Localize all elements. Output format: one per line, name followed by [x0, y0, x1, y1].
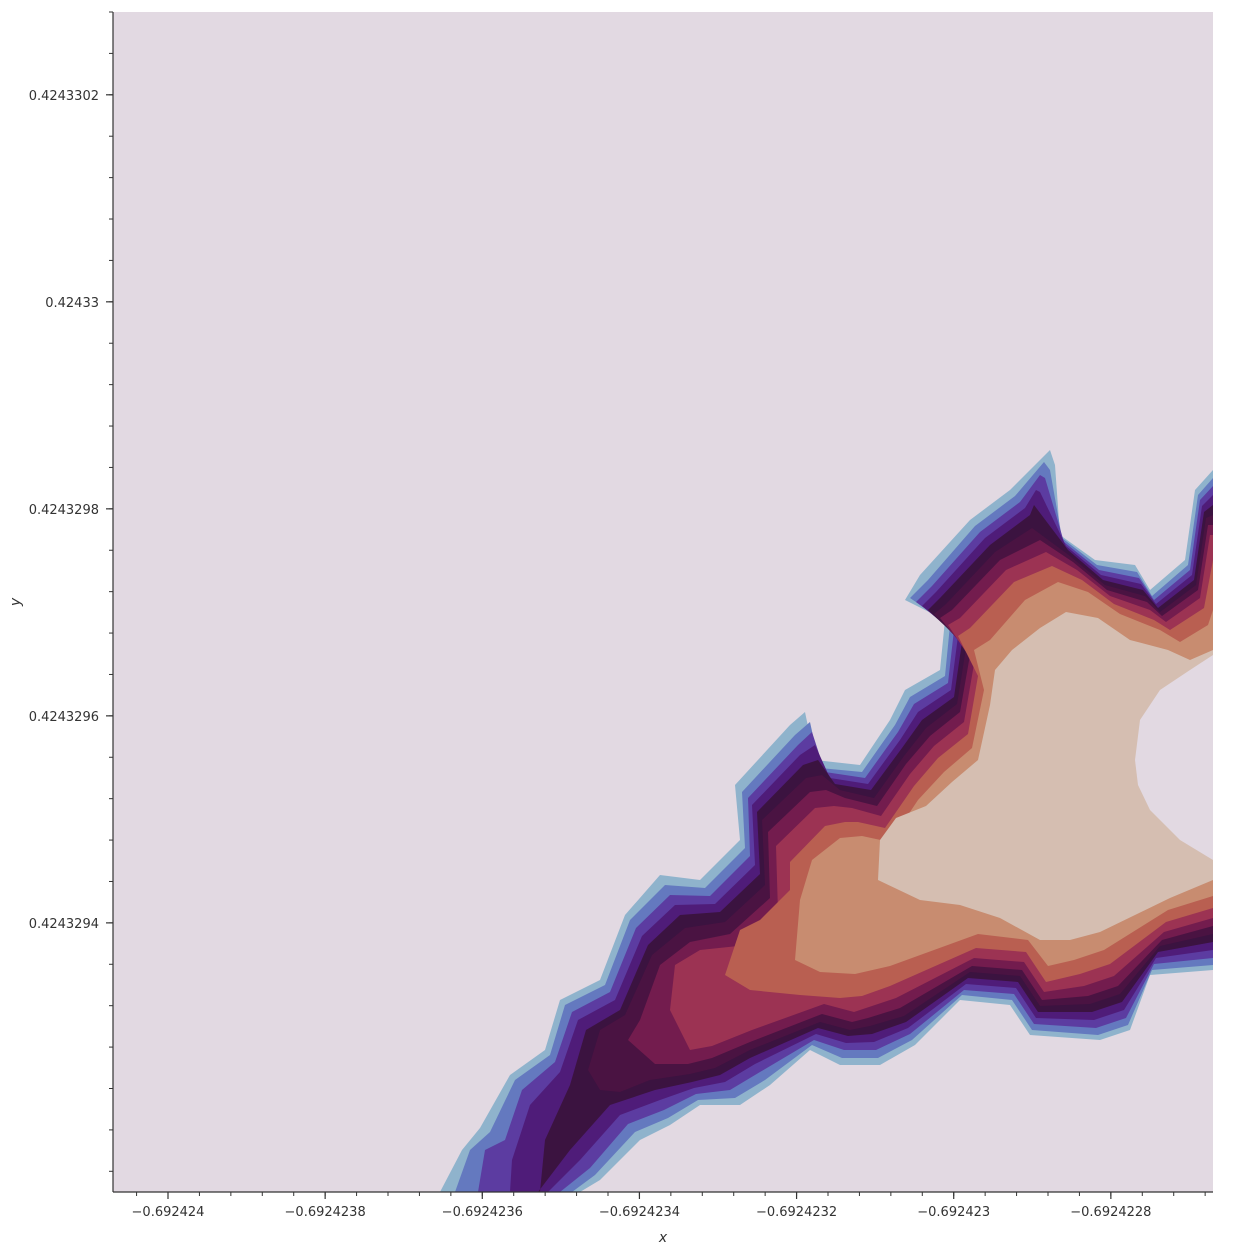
y-tick-label: 0.4243298 [29, 503, 99, 518]
x-tick-label: −0.6924234 [599, 1205, 680, 1220]
band-level-12-core [1135, 655, 1213, 860]
x-tick-label: −0.6924228 [1070, 1205, 1151, 1220]
x-tick-label: −0.6924232 [756, 1205, 837, 1220]
y-tick-label: 0.4243296 [29, 710, 99, 725]
y-tick-label: 0.4243302 [29, 89, 99, 104]
x-tick-label: −0.6924238 [285, 1205, 366, 1220]
x-tick-label: −0.692423 [917, 1205, 990, 1220]
x-axis-ticks: −0.692424 −0.6924238 −0.6924236 −0.6924234 −… [132, 1192, 1206, 1220]
y-axis-label: y [8, 597, 24, 607]
y-axis-ticks: 0.4243294 0.4243296 0.4243298 0.42433 0.4243… [29, 11, 113, 1172]
y-tick-label: 0.4243294 [29, 917, 99, 932]
y-tick-label: 0.42433 [45, 296, 99, 311]
x-tick-label: −0.692424 [132, 1205, 205, 1220]
x-axis-label: x [658, 1230, 668, 1246]
band-level-11 [878, 612, 1213, 940]
fractal-bands [440, 450, 1213, 1192]
x-tick-label: −0.6924236 [442, 1205, 523, 1220]
